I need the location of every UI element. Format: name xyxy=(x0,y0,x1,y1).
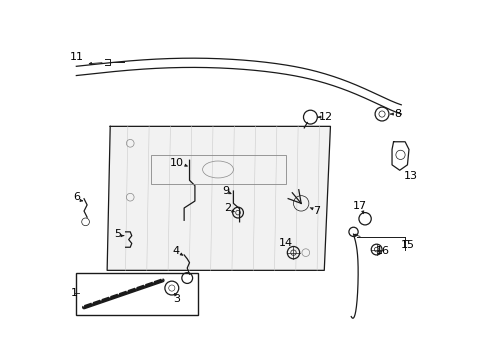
Text: 5: 5 xyxy=(115,229,122,239)
Text: 17: 17 xyxy=(353,202,367,211)
Bar xyxy=(76,273,198,315)
Text: 10: 10 xyxy=(170,158,183,167)
Text: 4: 4 xyxy=(173,246,180,256)
Bar xyxy=(151,155,286,184)
Text: 15: 15 xyxy=(400,240,415,250)
Text: 6: 6 xyxy=(73,192,80,202)
Polygon shape xyxy=(107,126,330,270)
Text: 1: 1 xyxy=(72,288,78,298)
Text: 7: 7 xyxy=(313,206,320,216)
Text: 16: 16 xyxy=(376,246,390,256)
Text: 13: 13 xyxy=(404,171,417,181)
Text: 12: 12 xyxy=(319,112,333,122)
Text: 2: 2 xyxy=(224,203,232,213)
Text: 9: 9 xyxy=(222,186,229,196)
Text: 8: 8 xyxy=(394,109,402,119)
Text: 14: 14 xyxy=(279,238,293,248)
Text: 3: 3 xyxy=(173,294,180,304)
Text: 11: 11 xyxy=(70,52,83,62)
